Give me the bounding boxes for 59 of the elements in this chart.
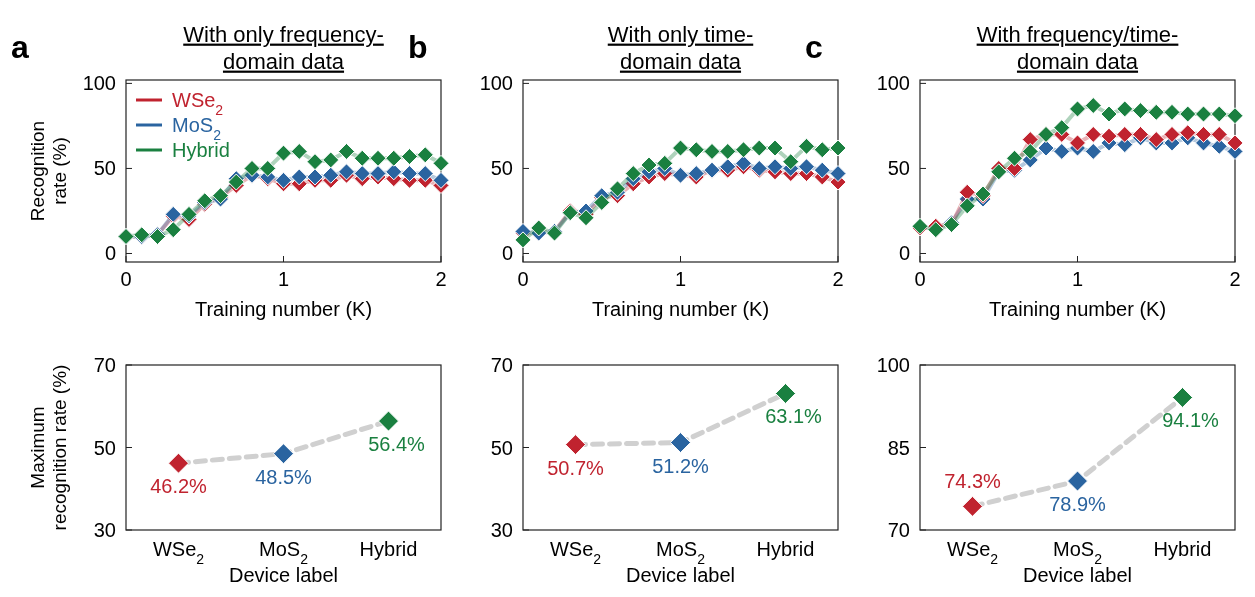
y-axis-title: Maximum recognition rate (%)	[27, 364, 70, 531]
data-label: 46.2%	[150, 475, 208, 498]
chart-title: With only time-domain data	[607, 21, 754, 74]
y-tick-label: 100	[479, 72, 513, 95]
y-tick-label: 50	[490, 436, 513, 459]
data-label: 94.1%	[1162, 409, 1220, 432]
data-label: 63.1%	[765, 405, 823, 428]
y-tick-label: 50	[93, 436, 116, 459]
x-tick-label: WSe$_{2}$	[946, 538, 999, 567]
chart-title: With frequency/time-domain data	[976, 21, 1179, 74]
x-tick-label: 0	[517, 268, 529, 290]
x-tick-label: 1	[1071, 268, 1084, 290]
x-tick-label: MoS$_{2}$	[1053, 538, 1103, 567]
data-label: 74.3%	[944, 470, 1002, 493]
data-label: 48.5%	[255, 465, 313, 488]
text: a	[11, 29, 29, 65]
x-axis-title: Device label	[626, 564, 735, 586]
text: c	[805, 29, 823, 65]
y-tick-label: 0	[501, 242, 513, 265]
x-tick-label: MoS$_{2}$	[259, 538, 309, 567]
y-tick-label: 50	[490, 157, 513, 180]
y-tick-label: 100	[82, 72, 116, 95]
chart-title: With only frequency-domain data	[183, 21, 384, 74]
y-tick-label: 0	[104, 242, 116, 265]
x-tick-label: Hybrid	[1153, 538, 1212, 560]
x-tick-label: 0	[120, 268, 132, 290]
x-tick-label: Hybrid	[756, 538, 815, 560]
data-label: 51.2%	[652, 454, 710, 477]
x-tick-label: 1	[674, 268, 687, 290]
x-tick-label: 0	[914, 268, 926, 290]
x-axis-title: Device label	[1023, 564, 1132, 586]
x-tick-label: MoS$_{2}$	[656, 538, 706, 567]
x-axis-title: Training number (K)	[591, 298, 770, 320]
data-label: 56.4%	[368, 433, 426, 456]
data-label: 50.7%	[547, 456, 605, 479]
y-tick-label: 85	[887, 436, 910, 459]
y-tick-label: 30	[93, 519, 116, 541]
y-tick-label: 50	[93, 157, 116, 180]
x-axis-title: Device label	[229, 564, 338, 586]
text: b	[408, 29, 428, 65]
x-tick-label: 2	[832, 268, 844, 290]
y-tick-label: 100	[876, 72, 910, 95]
y-axis-title: Recognition rate (%)	[27, 120, 70, 222]
x-tick-label: WSe$_{2}$	[152, 538, 205, 567]
y-tick-label: 0	[898, 242, 910, 265]
y-tick-label: 100	[876, 354, 910, 376]
y-tick-label: 70	[490, 354, 513, 376]
data-label: 78.9%	[1049, 493, 1107, 516]
x-axis-title: Training number (K)	[194, 298, 373, 320]
y-tick-label: 30	[490, 519, 513, 541]
y-tick-label: 50	[887, 157, 910, 180]
x-tick-label: 2	[435, 268, 447, 290]
x-tick-label: WSe$_{2}$	[549, 538, 602, 567]
x-axis-title: Training number (K)	[988, 298, 1167, 320]
y-tick-label: 70	[93, 354, 116, 376]
x-tick-label: 2	[1229, 268, 1241, 290]
y-tick-label: 70	[887, 519, 910, 541]
x-tick-label: Hybrid	[359, 538, 418, 560]
x-tick-label: 1	[277, 268, 290, 290]
